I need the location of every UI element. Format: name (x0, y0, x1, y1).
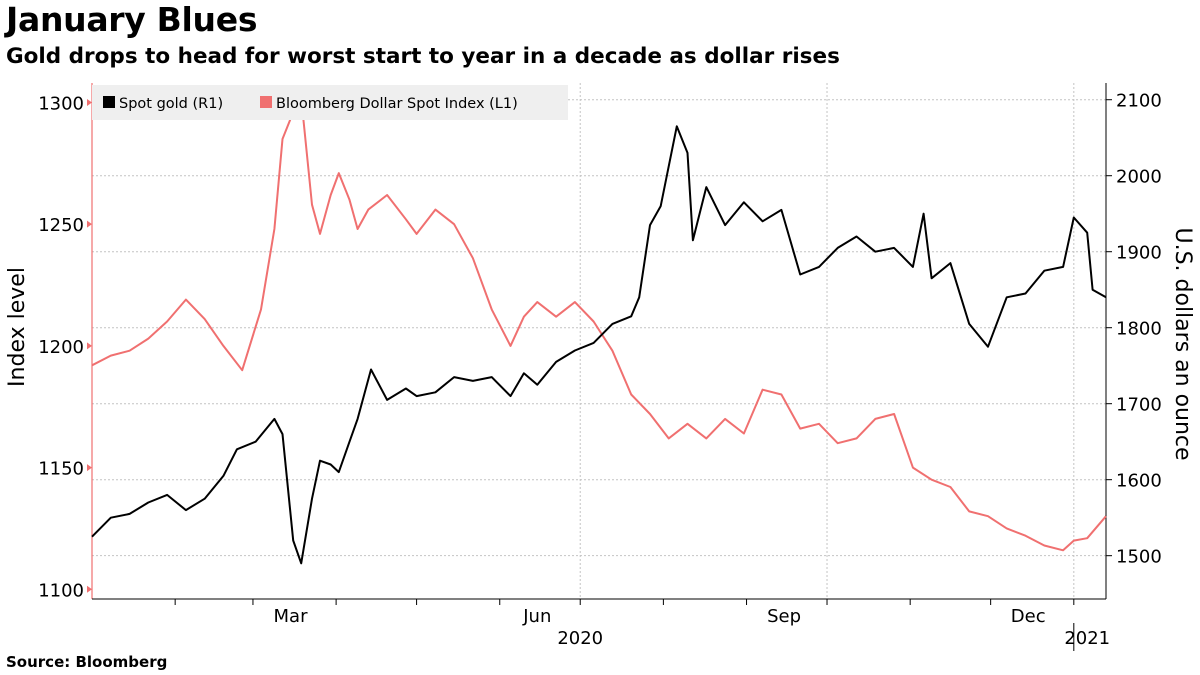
y-tick-label-left: 1250 (38, 215, 84, 236)
x-year-label: 2020 (557, 628, 603, 649)
legend-label-gold: Spot gold (R1) (119, 96, 223, 112)
y-tick-label-left: 1300 (38, 93, 84, 114)
y-axis-label-left: Index level (5, 267, 30, 387)
source-note: Source: Bloomberg (6, 653, 168, 671)
y-tick-left (87, 585, 92, 593)
x-tick-label: Jun (522, 606, 551, 627)
x-year-label: 2021 (1064, 628, 1110, 649)
chart-title: January Blues (6, 0, 258, 39)
legend-swatch-dollar (260, 96, 272, 108)
y-tick-label-right: 2100 (1116, 91, 1162, 112)
legend-label-dollar: Bloomberg Dollar Spot Index (L1) (276, 96, 518, 112)
y-tick-left (87, 220, 92, 228)
gridlines (92, 83, 1106, 599)
legend-background (92, 85, 568, 120)
series-lines (91, 96, 1107, 565)
y-tick-label-left: 1150 (38, 459, 84, 480)
y-tick-label-right: 1900 (1116, 243, 1162, 264)
y-tick-left (87, 464, 92, 472)
axes: 1100 1150 1200 1250 1300 1500 1600 1700 1800 1900… (38, 83, 1162, 651)
y-tick-label-right: 2000 (1116, 167, 1162, 188)
legend: Spot gold (R1) Bloomberg Dollar Spot Ind… (92, 85, 568, 120)
y-tick-label-right: 1600 (1116, 471, 1162, 492)
series-line-spot-gold (91, 125, 1107, 565)
x-tick-label: Sep (767, 606, 801, 627)
legend-swatch-gold (103, 96, 115, 108)
x-tick-label: Mar (274, 606, 309, 627)
chart-subtitle: Gold drops to head for worst start to ye… (6, 44, 840, 69)
x-tick-label: Dec (1011, 606, 1046, 627)
y-tick-label-left: 1200 (38, 337, 84, 358)
y-axis-label-right: U.S. dollars an ounce (1170, 227, 1195, 460)
y-tick-label-right: 1500 (1116, 547, 1162, 568)
y-tick-label-left: 1100 (38, 580, 84, 601)
y-tick-left (87, 342, 92, 350)
y-tick-label-right: 1800 (1116, 319, 1162, 340)
series-line-dollar-index (91, 96, 1107, 552)
y-tick-label-right: 1700 (1116, 395, 1162, 416)
y-tick-left (87, 98, 92, 106)
